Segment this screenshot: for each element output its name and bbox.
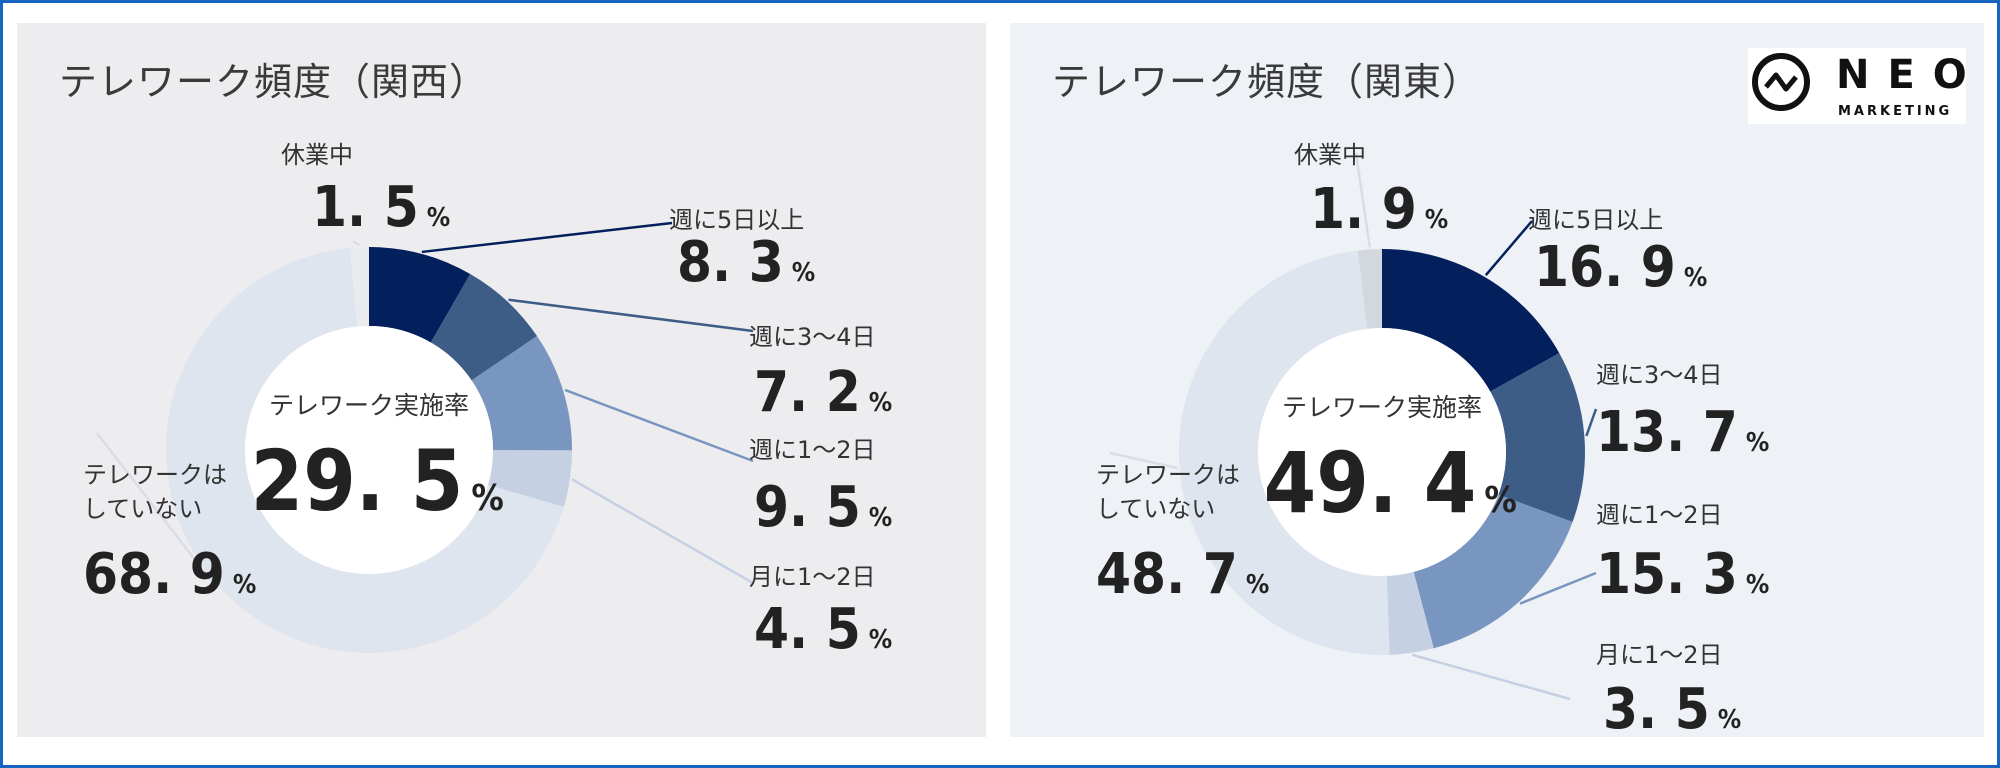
slice-value: 13. 7 [1596,400,1738,465]
donut-slice [1382,249,1560,392]
slice-value-unit: % [233,570,256,600]
donut-slice [488,450,572,507]
donut-slice [1386,571,1434,655]
logo-mark-icon [1752,53,1810,111]
slice-value-unit: % [869,388,892,418]
slice-value-unit: % [792,258,815,288]
slice-value: 3. 5 [1603,677,1710,737]
donut-slice [1357,249,1382,329]
donut-hole [245,326,493,574]
slice-label: テレワークは [1096,461,1240,489]
logo-zigzag-icon [1764,72,1798,92]
slice-value-unit: % [1718,705,1741,735]
slice-value-unit: % [869,503,892,533]
donut-slice [369,247,471,343]
slice-value: 8. 3 [677,230,784,295]
leader-line [1519,571,1597,605]
slice-value: 16. 9 [1534,235,1676,300]
slice-label: 休業中 [281,141,353,169]
leader-line [564,388,754,463]
chart-panel-kansai: テレワーク頻度（関西） 週に5日以上 8. 3% 週に3～4日 7. 2% 週に1～2日… [17,23,986,737]
leader-line [1585,408,1598,437]
slice-value-unit: % [1246,570,1269,600]
slice-value: 1. 9 [1310,177,1417,242]
slice-label: 週に5日以上 [1528,206,1663,234]
center-value: 29. 5 [251,432,464,530]
donut-hole [1258,328,1506,576]
chart-title: テレワーク頻度（関西） [59,60,489,104]
slice-value: 1. 5 [312,175,419,240]
neo-marketing-logo: NEO MARKETING [1748,48,1967,124]
slice-value: 7. 2 [754,360,861,425]
leader-line [352,239,361,247]
leader-line [421,221,673,254]
slice-label: 週に5日以上 [669,206,804,234]
slice-value-unit: % [427,203,450,233]
leader-line [96,432,212,582]
slice-value: 4. 5 [754,597,861,662]
donut-slices [1178,249,1585,655]
leader-line [1484,220,1533,277]
center-value-unit: % [1484,480,1516,521]
slice-label: 週に3～4日 [1596,361,1723,389]
slice-label: 週に1～2日 [1596,501,1723,529]
donut-slice [471,336,572,451]
donut-slice [166,247,564,654]
leader-line [571,478,754,585]
slice-label: 月に1～2日 [1596,641,1723,669]
chart-panel-kanto: テレワーク頻度（関東） 週に5日以上 16. 9% 週に3～4日 13. 7% 週に1～… [1010,23,1984,737]
slice-value-unit: % [1684,263,1707,293]
leader-line [1354,152,1372,248]
slice-value: 9. 5 [754,475,861,540]
logo-subtitle: MARKETING [1838,104,1953,119]
donut-slice [430,274,538,381]
center-value: 49. 4 [1264,434,1477,532]
center-label: テレワーク実施率 [269,391,469,420]
leader-line [1109,451,1178,470]
slice-label: 週に3～4日 [749,323,876,351]
slice-value: 15. 3 [1596,542,1738,607]
donut-slice [349,247,369,327]
donut-slice [1178,250,1390,655]
donut-slice [1413,494,1573,649]
slice-label: 月に1～2日 [749,563,876,591]
donut-slices [166,247,572,654]
slice-value: 48. 7 [1096,542,1238,607]
leader-line [508,298,754,333]
logo-word: NEO [1836,52,1985,98]
slice-label: 週に1～2日 [749,436,876,464]
slice-value-unit: % [1425,205,1448,235]
slice-value-unit: % [1746,570,1769,600]
slice-value-unit: % [869,625,892,655]
center-label: テレワーク実施率 [1282,393,1482,422]
center-value-unit: % [471,478,503,519]
slice-label: していない [83,495,202,523]
leader-line [1411,653,1571,701]
slice-value: 68. 9 [83,542,225,607]
chart-title: テレワーク頻度（関東） [1052,60,1482,104]
slice-value-unit: % [1746,428,1769,458]
slice-label: していない [1096,495,1215,523]
slice-label: テレワークは [83,461,227,489]
slice-label: 休業中 [1294,141,1366,169]
donut-slice [1490,353,1585,522]
